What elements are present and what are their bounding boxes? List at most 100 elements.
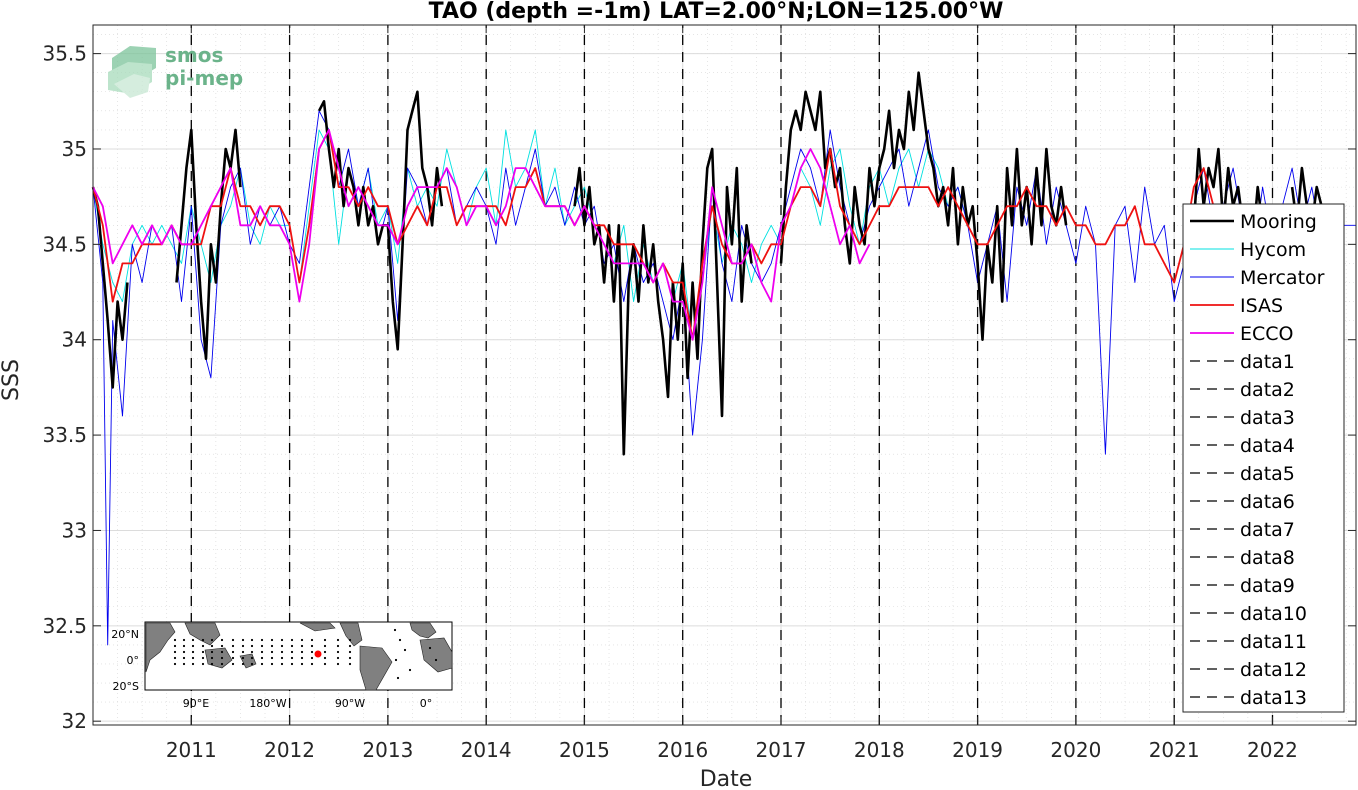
inset-mooring-dot	[348, 662, 352, 666]
inset-mooring-dot	[280, 638, 284, 642]
inset-mooring-dot	[290, 644, 294, 648]
inset-mooring-dot	[250, 662, 254, 666]
legend-label-data9: data9	[1240, 575, 1295, 597]
inset-mooring-dot	[191, 638, 195, 642]
inset-mooring-dot	[231, 662, 235, 666]
inset-mooring-dot	[280, 650, 284, 654]
legend: Mooring Hycom Mercator ISAS ECCO data1 data2 da…	[1182, 203, 1345, 713]
x-tick-label: 2013	[362, 738, 413, 762]
inset-mooring-dot	[270, 662, 274, 666]
inset-mooring-dot	[260, 662, 264, 666]
inset-mooring-dot	[336, 656, 340, 660]
inset-lon-label-90e: 90°E	[183, 697, 209, 710]
inset-map: 20°N 0° 20°S 90°E 180°W 90°W 0°	[111, 621, 453, 710]
inset-mooring-dot	[310, 662, 314, 666]
inset-mooring-dot	[191, 644, 195, 648]
smos-pimep-logo: smos pi-mep	[108, 43, 243, 98]
inset-mooring-dot	[348, 650, 352, 654]
inset-mooring-dot	[394, 658, 398, 662]
chart-title: TAO (depth =-1m) LAT=2.00°N;LON=125.00°W	[429, 0, 1004, 24]
logo-emblem	[108, 46, 156, 98]
inset-mooring-dot	[336, 644, 340, 648]
inset-mooring-dot	[191, 656, 195, 660]
inset-mooring-dot	[336, 650, 340, 654]
legend-label-data8: data8	[1240, 547, 1295, 569]
inset-mooring-dot	[280, 644, 284, 648]
inset-mooring-dot	[191, 650, 195, 654]
inset-mooring-dot	[336, 662, 340, 666]
inset-mooring-dot	[231, 644, 235, 648]
inset-mooring-dot	[398, 638, 402, 642]
legend-label-data13: data13	[1240, 687, 1307, 709]
inset-mooring-dot	[173, 638, 177, 642]
inset-mooring-dot	[241, 656, 245, 660]
inset-mooring-dot	[393, 628, 397, 632]
legend-label-data2: data2	[1240, 379, 1295, 401]
inset-lat-label-equator: 0°	[127, 654, 140, 667]
axes-frame	[92, 24, 1357, 726]
inset-mooring-dot	[231, 656, 235, 660]
y-tick-label: 32.5	[42, 614, 87, 638]
y-tick-label: 35.5	[42, 42, 87, 66]
inset-lat-label-south: 20°S	[113, 680, 139, 693]
inset-mooring-dot	[280, 662, 284, 666]
inset-mooring-dot	[201, 638, 205, 642]
inset-mooring-dot	[310, 650, 314, 654]
legend-label-hycom: Hycom	[1240, 239, 1306, 261]
inset-mooring-dot	[210, 638, 214, 642]
inset-mooring-dot	[201, 662, 205, 666]
inset-mooring-dot	[260, 650, 264, 654]
legend-label-data3: data3	[1240, 407, 1295, 429]
inset-mooring-dot	[323, 662, 327, 666]
legend-label-data6: data6	[1240, 491, 1295, 513]
plot-area	[93, 25, 1356, 725]
inset-mooring-dot	[182, 650, 186, 654]
tick-layer: 32 32.5 33 33.5 34 34.5 35 35.5 2011 2012 2013 2014…	[42, 25, 1356, 762]
inset-mooring-dot	[290, 656, 294, 660]
inset-mooring-dot	[348, 638, 352, 642]
series-line-ecco	[92, 129, 871, 341]
inset-mooring-dot	[210, 656, 214, 660]
y-tick-label: 32	[62, 709, 87, 733]
x-tick-label: 2016	[657, 738, 708, 762]
x-tick-label: 2014	[461, 738, 512, 762]
inset-mooring-dot	[290, 650, 294, 654]
inset-mooring-dot	[173, 662, 177, 666]
inset-lat-label-north: 20°N	[111, 628, 139, 641]
x-tick-label: 2022	[1247, 738, 1298, 762]
legend-label-data7: data7	[1240, 519, 1295, 541]
inset-mooring-dot	[323, 644, 327, 648]
legend-items: Mooring Hycom Mercator ISAS ECCO data1 data2 da…	[1190, 211, 1325, 709]
inset-mooring-dot	[241, 638, 245, 642]
inset-mooring-dot	[323, 650, 327, 654]
logo-text-line1: smos	[165, 43, 223, 67]
inset-mooring-dot	[201, 650, 205, 654]
inset-mooring-dot	[300, 650, 304, 654]
inset-mooring-dot	[270, 638, 274, 642]
legend-label-data10: data10	[1240, 603, 1307, 625]
series-line-mooring	[573, 147, 753, 456]
inset-mooring-dot	[182, 656, 186, 660]
legend-label-data11: data11	[1240, 631, 1307, 653]
x-tick-label: 2019	[952, 738, 1003, 762]
series-line-mooring	[91, 186, 129, 389]
inset-mooring-dot	[182, 638, 186, 642]
legend-label-data1: data1	[1240, 351, 1295, 373]
legend-label-mooring: Mooring	[1240, 211, 1317, 233]
x-tick-label: 2020	[1050, 738, 1101, 762]
inset-mooring-dot	[290, 638, 294, 642]
inset-mooring-dot	[270, 644, 274, 648]
legend-box	[1182, 203, 1345, 713]
inset-mooring-dot	[173, 644, 177, 648]
inset-mooring-dot	[336, 638, 340, 642]
inset-mooring-dot	[323, 656, 327, 660]
inset-mooring-dot	[434, 658, 438, 662]
series-line-mooring	[175, 128, 242, 361]
inset-mooring-dot	[290, 662, 294, 666]
inset-mooring-dot	[300, 656, 304, 660]
selected-location-marker	[314, 650, 322, 658]
x-tick-label: 2021	[1149, 738, 1200, 762]
inset-mooring-dot	[348, 656, 352, 660]
inset-mooring-dot	[220, 638, 224, 642]
